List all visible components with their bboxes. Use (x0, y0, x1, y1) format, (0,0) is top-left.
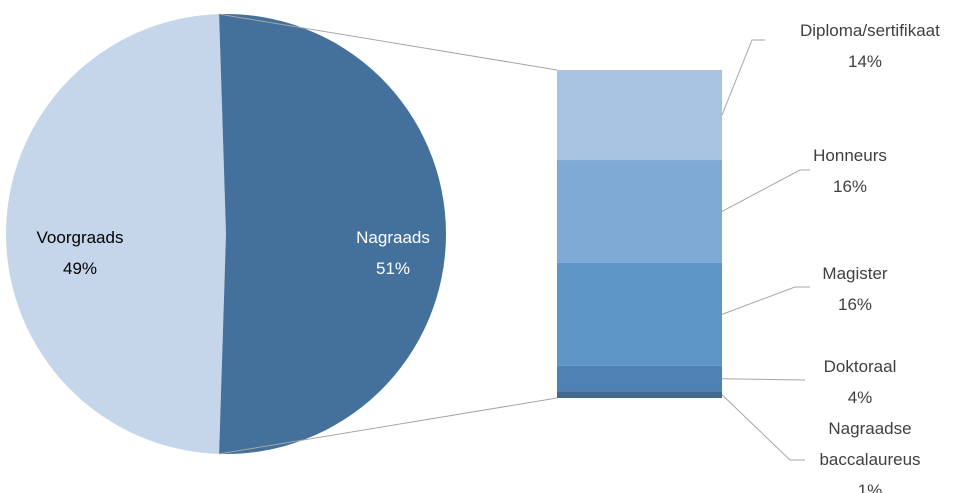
category-label: Honneurs (813, 146, 887, 165)
value-label: 49% (62, 259, 98, 278)
connector (219, 13, 558, 71)
value-label: 16% (832, 177, 868, 196)
leader-line (721, 39, 765, 116)
pie-label: Nagraads 51% (318, 222, 468, 284)
category-label: Doktoraal (823, 357, 897, 376)
category-label: Diploma/sertifikaat (800, 21, 940, 40)
bar-label: Nagraadse baccalaureus 1% (805, 413, 935, 493)
leader-line (721, 286, 810, 315)
value-label: 51% (375, 259, 411, 278)
bar-label: Honneurs 16% (785, 140, 915, 202)
value-label: 14% (847, 52, 883, 71)
bar-segment (557, 70, 722, 161)
bar-segment (557, 160, 722, 263)
pie-label: Voorgraads 49% (5, 222, 155, 284)
value-label: 1% (857, 481, 883, 493)
leader-line (721, 378, 806, 381)
bar-label: Diploma/sertifikaat 14% (800, 15, 940, 77)
category-label: Voorgraads (36, 228, 124, 247)
category-label: Magister (822, 264, 888, 283)
connector (219, 397, 558, 455)
bar-label: Doktoraal 4% (795, 351, 925, 413)
bar-segment (557, 262, 722, 366)
value-label: 4% (847, 388, 873, 407)
bar-segment (557, 365, 722, 392)
leader-line (721, 394, 805, 461)
pie-slice (219, 13, 447, 455)
category-label: Nagraads (356, 228, 430, 247)
value-label: 16% (837, 295, 873, 314)
pie-slice (6, 14, 226, 454)
bar-segment (557, 391, 722, 398)
bar-label: Magister 16% (790, 258, 920, 320)
leader-line (721, 169, 810, 212)
category-label: Nagraadse baccalaureus (819, 419, 921, 469)
